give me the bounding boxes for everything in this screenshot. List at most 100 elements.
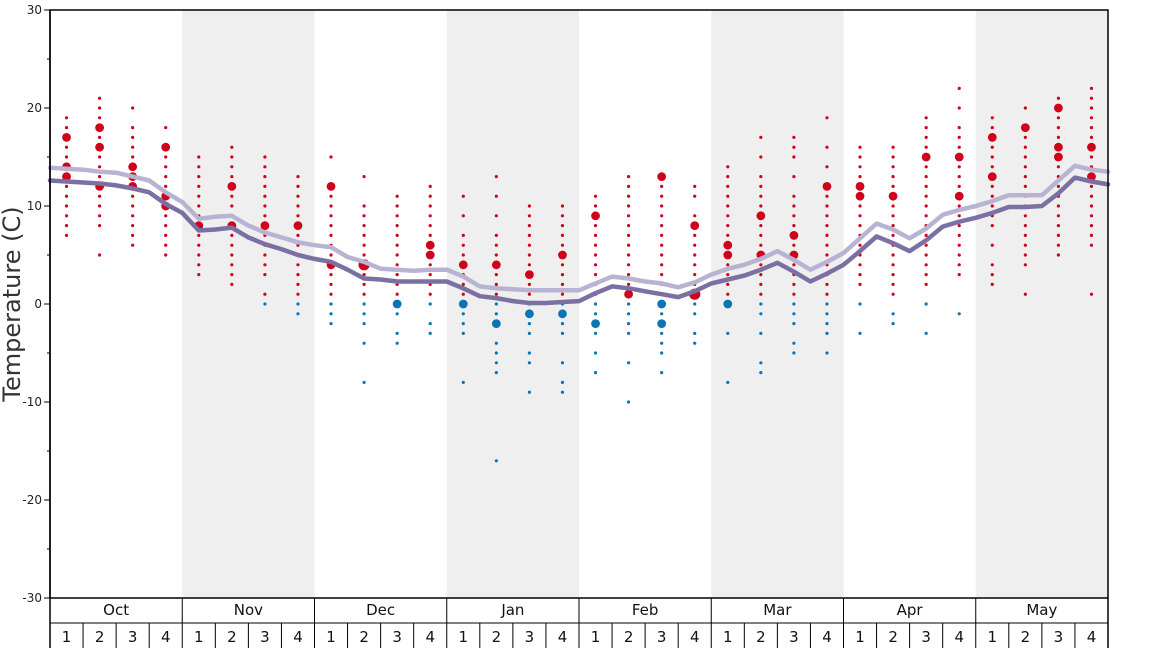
temperature-dot — [759, 243, 763, 247]
temperature-dot — [626, 214, 631, 218]
temperature-dot — [1089, 204, 1094, 208]
temperature-dot — [329, 312, 333, 316]
month-label: Dec — [366, 601, 395, 619]
temperature-dot — [458, 299, 468, 309]
temperature-dot — [792, 292, 796, 296]
temperature-dot — [593, 312, 598, 316]
temperature-dot — [1023, 243, 1027, 247]
temperature-dot — [1054, 103, 1063, 113]
temperature-dot — [1056, 214, 1061, 218]
temperature-dot — [891, 273, 895, 277]
temperature-dot — [95, 123, 104, 132]
temperature-dot — [759, 263, 763, 267]
temperature-dot — [428, 184, 432, 188]
temperature-dot — [1054, 152, 1063, 162]
temperature-dot — [230, 204, 234, 208]
week-label: 3 — [392, 628, 402, 646]
month-band-mar — [711, 10, 844, 598]
week-label: 3 — [657, 628, 667, 646]
y-tick-label: 0 — [34, 297, 42, 311]
temperature-dot — [693, 194, 697, 198]
temperature-dot — [825, 116, 829, 120]
temperature-dot — [792, 312, 796, 316]
y-tick-label: -10 — [22, 395, 42, 409]
temperature-dot — [957, 214, 961, 218]
temperature-dot — [624, 289, 633, 299]
temperature-dot — [525, 270, 534, 279]
temperature-dot — [891, 175, 895, 179]
temperature-dot — [660, 243, 664, 247]
temperature-dot — [131, 135, 135, 139]
temperature-dot — [1089, 194, 1094, 198]
y-tick-label: -30 — [22, 591, 42, 605]
temperature-dot — [924, 135, 928, 139]
temperature-dot — [296, 292, 300, 296]
temperature-dot — [296, 302, 300, 306]
temperature-dot — [957, 145, 961, 149]
temperature-dot — [296, 312, 300, 316]
temperature-dot — [230, 253, 234, 257]
temperature-dot — [494, 233, 498, 237]
temperature-dot — [957, 135, 961, 139]
temperature-dot — [626, 224, 631, 228]
week-label: 3 — [260, 628, 270, 646]
temperature-dot — [626, 184, 631, 188]
temperature-dot — [1056, 126, 1061, 130]
temperature-dot — [792, 322, 796, 326]
temperature-dot — [660, 194, 664, 198]
temperature-dot — [494, 302, 498, 306]
temperature-dot — [792, 204, 796, 208]
temperature-dot — [593, 371, 598, 375]
temperature-dot — [891, 145, 895, 149]
temperature-dot — [759, 175, 763, 179]
temperature-dot — [957, 165, 961, 169]
temperature-dot — [825, 351, 829, 355]
temperature-dot — [64, 155, 69, 159]
temperature-dot — [461, 233, 465, 237]
temperature-dot — [891, 224, 895, 228]
temperature-dot — [1023, 224, 1027, 228]
temperature-dot — [197, 155, 201, 159]
temperature-dot — [891, 233, 895, 237]
temperature-dot — [726, 214, 730, 218]
temperature-dot — [560, 224, 565, 228]
temperature-dot — [759, 282, 763, 286]
temperature-dot — [825, 233, 829, 237]
temperature-dot — [560, 390, 565, 394]
temperature-dot — [97, 194, 102, 198]
week-label: 3 — [525, 628, 535, 646]
week-label: 2 — [888, 628, 898, 646]
temperature-dot — [197, 233, 201, 237]
temperature-dot — [395, 214, 399, 218]
temperature-dot — [494, 243, 498, 247]
temperature-dot — [957, 106, 961, 110]
temperature-dot — [64, 214, 69, 218]
temperature-dot — [957, 224, 961, 228]
temperature-dot — [957, 312, 961, 316]
temperature-dot — [825, 204, 829, 208]
temperature-dot — [527, 224, 532, 228]
temperature-dot — [64, 224, 69, 228]
temperature-dot — [924, 263, 928, 267]
temperature-dot — [690, 221, 700, 231]
temperature-dot — [197, 165, 201, 169]
temperature-dot — [1089, 243, 1094, 247]
temperature-dot — [891, 312, 895, 316]
temperature-dot — [759, 155, 763, 159]
temperature-dot — [131, 106, 135, 110]
temperature-dot — [924, 145, 928, 149]
week-label: 2 — [756, 628, 766, 646]
week-label: 4 — [1087, 628, 1097, 646]
temperature-dot — [924, 204, 928, 208]
temperature-dot — [891, 322, 895, 326]
temperature-dot — [891, 184, 895, 188]
temperature-dot — [494, 214, 498, 218]
temperature-dot — [792, 243, 796, 247]
temperature-dot — [759, 194, 763, 198]
temperature-dot — [428, 302, 432, 306]
temperature-dot — [693, 263, 697, 267]
temperature-dot — [97, 116, 102, 120]
temperature-dot — [1023, 233, 1027, 237]
temperature-dot — [362, 214, 366, 218]
temperature-dot — [425, 250, 435, 260]
